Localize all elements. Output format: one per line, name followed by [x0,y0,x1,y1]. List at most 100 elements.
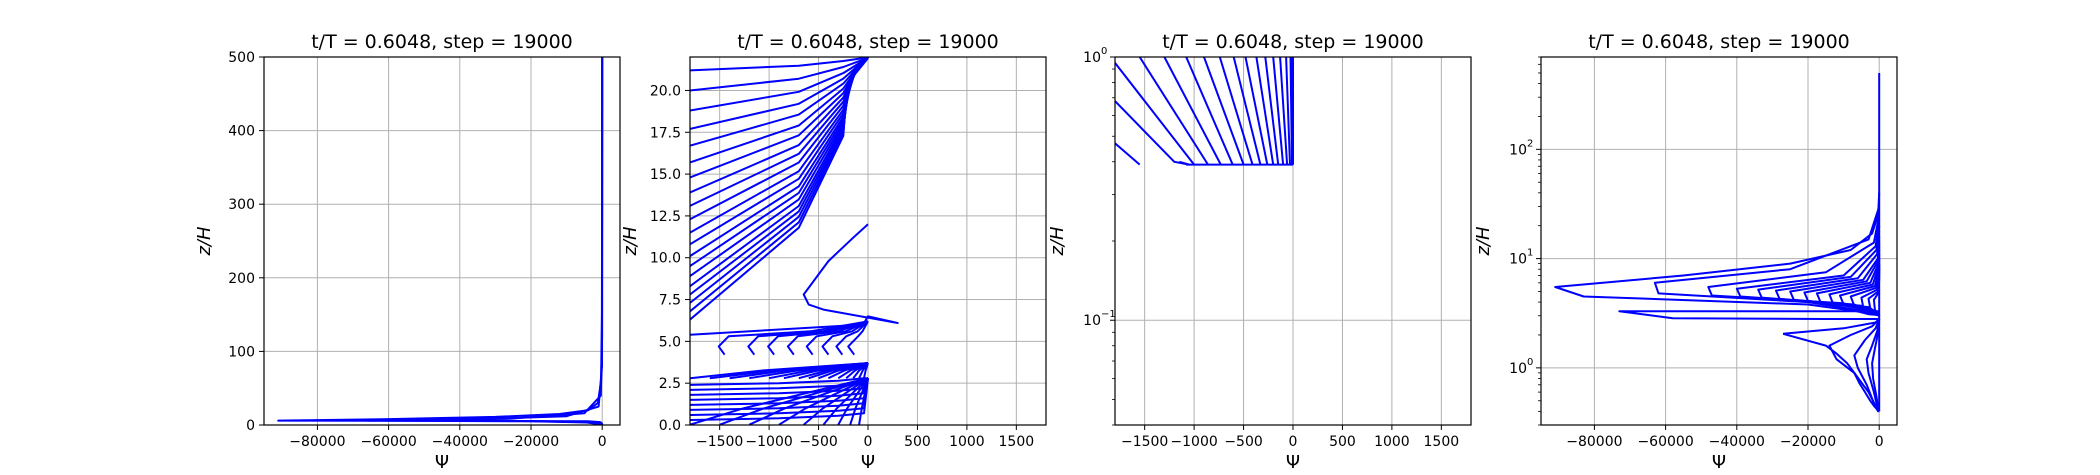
x-axis-label: Ψ [1286,452,1300,473]
x-axis-label: Ψ [1712,452,1726,473]
x-tick-label: −40000 [1709,434,1765,450]
axes-frame [1540,56,1898,426]
x-tick-label: −40000 [432,434,488,450]
series-line [690,223,899,336]
series-line [786,320,869,356]
y-tick-label: 100 [228,344,255,360]
x-tick-label: −20000 [1780,434,1836,450]
chart-title: t/T = 0.6048, step = 19000 [311,31,573,53]
chart-panel-1: −80000 −60000 −40000 −20000 0 0 100 200 300 400 50… [194,31,621,473]
y-tick-exponent: −1 [1101,309,1116,320]
x-tick-label: 0 [598,434,607,450]
chart-title: t/T = 0.6048, step = 19000 [737,31,999,53]
x-tick-label: 1000 [1374,434,1410,450]
series-line [1244,57,1269,165]
series-line [747,320,869,356]
y-tick-label: 17.5 [650,125,681,141]
y-tick-label: 10 [1083,50,1101,66]
y-tick-label: 20.0 [650,83,681,99]
chart-panel-2: −1500 −1000 −500 0 500 1000 1500 0.0 2.5 5.0 7.5 10… [620,31,1047,473]
y-tick-exponent: 0 [1527,357,1533,368]
series-line [1232,57,1262,165]
x-axis-label: Ψ [435,452,449,473]
x-tick-label: 0 [864,434,873,450]
chart-title: t/T = 0.6048, step = 19000 [1162,31,1424,53]
x-tick-label: −500 [1224,434,1262,450]
series-line [717,320,869,356]
x-tick-label: −20000 [503,434,559,450]
x-tick-label: −1000 [745,434,792,450]
y-tick-label: 10 [1083,313,1101,329]
series-line [1291,57,1294,165]
series-line [719,377,869,425]
series-line [835,320,869,356]
y-tick-label: 10.0 [650,251,681,267]
y-tick-label: 300 [228,197,255,213]
series-line [1289,57,1293,165]
series-line [847,320,869,356]
series-line [690,57,869,321]
axes-frame [263,56,621,426]
series-line [1115,100,1191,166]
x-tick-label: −60000 [1637,434,1693,450]
x-tick-label: −1500 [696,434,743,450]
series-line [778,377,869,425]
series-line [1279,57,1289,165]
y-tick-label: 0 [246,418,255,434]
y-axis-label: z/H [194,226,215,257]
series-line [1115,142,1141,166]
plot-area [690,57,899,425]
x-tick-label: −80000 [1566,434,1622,450]
series-line [1825,302,1880,316]
series-line [690,377,869,425]
y-tick-label: 500 [228,50,255,66]
series-line [1255,57,1275,165]
series-line [1285,57,1291,165]
y-tick-label: 12.5 [650,209,681,225]
series-line [1871,318,1881,412]
series-line [1203,57,1245,165]
series-line [767,320,869,356]
y-tick-exponent: 0 [1101,46,1107,57]
plot-area [1115,57,1294,166]
series-line [849,377,869,425]
series-line [863,362,869,379]
series-line [822,377,869,425]
y-tick-label: 10 [1509,252,1527,268]
series-line [803,377,869,425]
x-tick-label: 500 [904,434,931,450]
x-tick-label: 0 [1289,434,1298,450]
y-tick-label: 400 [228,124,255,140]
y-tick-label: 10 [1509,142,1527,158]
y-tick-label: 10 [1509,361,1527,377]
series-line [1185,57,1234,165]
series-line [1618,310,1880,320]
series-line [1853,318,1881,412]
x-axis-label: Ψ [861,452,875,473]
series-line [748,377,869,425]
series-line [858,377,869,425]
x-tick-label: −500 [799,434,837,450]
y-axis-label: z/H [1473,226,1494,257]
plot-area [277,57,604,425]
axes-frame [689,56,1047,426]
series-line [1218,57,1254,165]
plot-area [1554,73,1881,413]
y-tick-exponent: 1 [1527,248,1533,259]
y-tick-label: 2.5 [659,376,681,392]
y-tick-label: 0.0 [659,418,681,434]
x-tick-label: −1000 [1170,434,1217,450]
series-line [837,377,869,425]
x-tick-label: −1500 [1121,434,1168,450]
x-tick-label: 0 [1875,434,1884,450]
y-axis-label: z/H [620,226,641,257]
series-line [458,57,604,425]
chart-title: t/T = 0.6048, step = 19000 [1588,31,1850,53]
axes-frame [1114,56,1472,426]
series-line [1272,57,1285,165]
series-line [1138,57,1209,166]
y-tick-exponent: 2 [1527,138,1533,149]
x-tick-label: 1000 [949,434,985,450]
